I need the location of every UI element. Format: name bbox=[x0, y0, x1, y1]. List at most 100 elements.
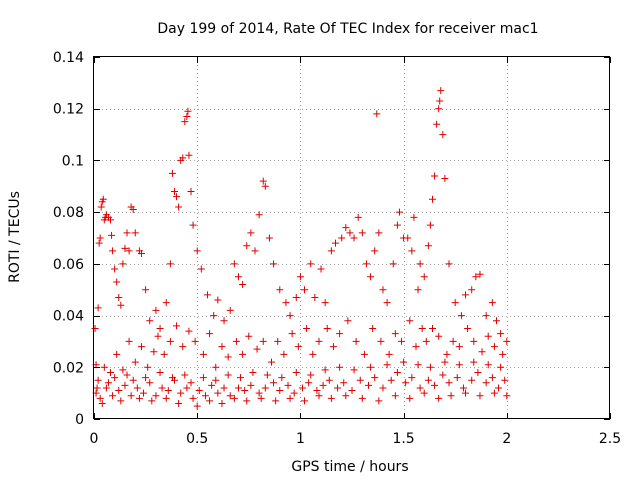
data-point bbox=[319, 381, 327, 389]
data-point bbox=[247, 381, 255, 389]
data-point bbox=[181, 371, 189, 379]
data-point bbox=[336, 363, 344, 371]
data-point bbox=[307, 371, 315, 379]
data-point bbox=[160, 350, 168, 358]
data-point bbox=[431, 172, 439, 180]
data-point bbox=[100, 363, 108, 371]
data-point bbox=[412, 343, 420, 351]
data-point bbox=[241, 387, 249, 395]
data-point bbox=[488, 374, 496, 382]
data-point bbox=[340, 379, 348, 387]
data-point bbox=[439, 371, 447, 379]
data-point bbox=[290, 389, 298, 397]
data-point bbox=[96, 394, 104, 402]
data-point bbox=[470, 337, 478, 345]
data-point bbox=[257, 394, 265, 402]
data-point bbox=[464, 325, 472, 332]
data-point bbox=[327, 247, 335, 255]
data-point bbox=[107, 368, 115, 376]
data-point bbox=[342, 224, 350, 232]
data-point bbox=[451, 299, 459, 307]
data-point bbox=[98, 399, 106, 407]
data-point bbox=[327, 394, 335, 402]
data-point bbox=[406, 317, 414, 325]
data-point bbox=[360, 350, 368, 358]
data-point bbox=[175, 203, 183, 211]
data-point bbox=[391, 392, 399, 400]
data-point bbox=[129, 206, 137, 214]
data-point bbox=[433, 120, 441, 128]
data-point bbox=[131, 229, 139, 237]
data-point bbox=[352, 337, 360, 345]
data-point bbox=[156, 368, 164, 376]
data-point bbox=[189, 394, 197, 402]
data-point bbox=[91, 325, 99, 332]
data-point bbox=[193, 247, 201, 255]
data-point bbox=[218, 399, 226, 407]
data-point bbox=[187, 379, 195, 387]
data-point bbox=[472, 273, 480, 281]
data-point bbox=[96, 234, 104, 242]
data-point bbox=[175, 399, 183, 407]
data-point bbox=[261, 384, 269, 392]
data-point bbox=[321, 366, 329, 374]
data-point bbox=[206, 330, 214, 338]
data-point bbox=[197, 265, 205, 273]
data-point bbox=[356, 376, 364, 384]
data-point bbox=[455, 361, 463, 369]
data-point bbox=[371, 247, 379, 255]
data-point bbox=[115, 387, 123, 395]
data-point bbox=[482, 379, 490, 387]
data-point bbox=[230, 260, 238, 268]
data-point bbox=[226, 306, 234, 314]
data-point bbox=[179, 154, 187, 162]
data-point bbox=[476, 270, 484, 278]
data-point bbox=[367, 273, 375, 281]
data-point bbox=[210, 312, 218, 320]
data-point bbox=[199, 374, 207, 382]
data-point bbox=[243, 242, 251, 250]
data-point bbox=[146, 317, 154, 325]
data-point bbox=[428, 195, 436, 203]
data-point bbox=[294, 343, 302, 351]
data-point bbox=[117, 301, 125, 309]
data-point bbox=[131, 358, 139, 366]
data-point bbox=[468, 286, 476, 294]
data-point bbox=[187, 187, 195, 195]
data-point bbox=[97, 203, 105, 211]
data-point bbox=[111, 374, 119, 382]
data-point bbox=[220, 384, 228, 392]
data-point bbox=[436, 97, 444, 105]
data-point bbox=[218, 343, 226, 351]
data-point bbox=[338, 234, 346, 242]
data-point bbox=[426, 363, 434, 371]
data-point bbox=[140, 389, 148, 397]
data-point bbox=[457, 312, 465, 320]
data-point bbox=[497, 363, 505, 371]
data-point bbox=[220, 317, 228, 325]
data-point bbox=[195, 387, 203, 395]
data-point bbox=[462, 291, 470, 299]
data-point bbox=[274, 337, 282, 345]
data-point bbox=[185, 151, 193, 159]
data-point bbox=[331, 239, 339, 247]
data-points bbox=[91, 87, 511, 410]
x-tick-labels: 0 0.5 1 1.5 2 2.5 bbox=[90, 431, 622, 447]
data-point bbox=[367, 363, 375, 371]
data-point bbox=[408, 247, 416, 255]
data-point bbox=[414, 361, 422, 369]
data-point bbox=[237, 374, 245, 382]
data-point bbox=[119, 366, 127, 374]
data-point bbox=[113, 278, 121, 286]
data-point bbox=[431, 381, 439, 389]
data-point bbox=[478, 348, 486, 356]
data-point bbox=[265, 234, 273, 242]
data-point bbox=[375, 397, 383, 405]
data-point bbox=[400, 358, 408, 366]
data-point bbox=[358, 229, 366, 237]
axis-ticks bbox=[94, 57, 611, 420]
data-point bbox=[259, 337, 267, 345]
data-point bbox=[183, 112, 191, 120]
data-point bbox=[272, 397, 280, 405]
y-tick-label: 0.06 bbox=[53, 257, 84, 273]
